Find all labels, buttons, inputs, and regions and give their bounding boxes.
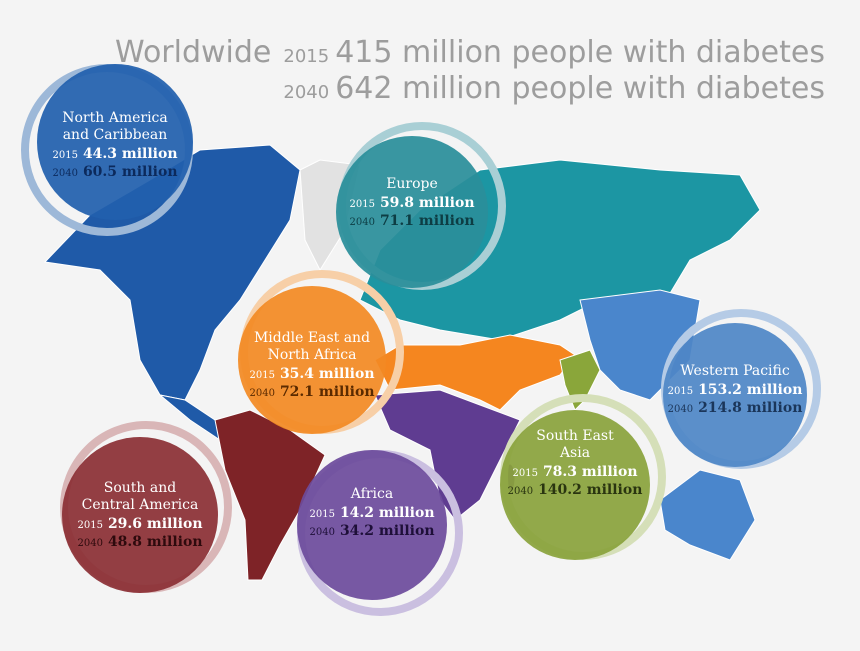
region-row: 2015 44.3 million bbox=[52, 146, 177, 162]
row-year: 2015 bbox=[249, 370, 274, 381]
badge-circle bbox=[297, 450, 447, 600]
header-line: 2040 642 million people with diabetes bbox=[283, 71, 825, 106]
row-year: 2040 bbox=[309, 527, 334, 538]
badge-circle bbox=[62, 437, 218, 593]
row-year: 2040 bbox=[52, 168, 77, 179]
row-value: 60.5 million bbox=[83, 164, 178, 180]
row-year: 2015 bbox=[668, 386, 693, 397]
region-row: 2040 60.5 million bbox=[52, 164, 177, 180]
region-name: Africa bbox=[350, 486, 393, 502]
mena bbox=[374, 334, 576, 411]
badge-circle bbox=[37, 64, 193, 220]
badge-circle bbox=[663, 323, 807, 467]
row-year: 2040 bbox=[668, 404, 693, 415]
africa bbox=[374, 389, 521, 521]
row-value: 14.2 million bbox=[340, 505, 435, 521]
row-value: 72.1 million bbox=[280, 384, 375, 400]
row-year: 2015 bbox=[512, 468, 537, 479]
region-row: 2015 29.6 million bbox=[77, 516, 202, 532]
row-year: 2040 bbox=[349, 217, 374, 228]
header-text: 642 million people with diabetes bbox=[335, 71, 825, 106]
region-badge: Europe 2015 59.8 million 2040 71.1 million bbox=[336, 122, 506, 290]
header-text: 415 million people with diabetes bbox=[335, 35, 825, 70]
region-row: 2040 140.2 million bbox=[508, 482, 643, 498]
region-name: Central America bbox=[82, 497, 199, 513]
region-name: Europe bbox=[386, 176, 438, 192]
row-year: 2015 bbox=[309, 509, 334, 520]
region-row: 2015 59.8 million bbox=[349, 195, 474, 211]
region-row: 2040 71.1 million bbox=[349, 213, 474, 229]
row-value: 71.1 million bbox=[380, 213, 475, 229]
row-value: 48.8 million bbox=[108, 534, 203, 550]
region-name: North Africa bbox=[268, 347, 357, 363]
row-value: 34.2 million bbox=[340, 523, 435, 539]
australia bbox=[659, 469, 756, 561]
region-badge: Africa 2015 14.2 million 2040 34.2 million bbox=[297, 450, 463, 616]
badge-circle bbox=[336, 136, 488, 288]
header-year: 2015 bbox=[283, 46, 329, 67]
row-value: 35.4 million bbox=[280, 366, 375, 382]
region-row: 2040 34.2 million bbox=[309, 523, 434, 539]
row-value: 78.3 million bbox=[543, 464, 638, 480]
region-name: Middle East and bbox=[254, 330, 370, 346]
region-row: 2040 48.8 million bbox=[77, 534, 202, 550]
region-name: South and bbox=[104, 480, 176, 496]
row-year: 2040 bbox=[508, 486, 533, 497]
region-row: 2040 72.1 million bbox=[249, 384, 374, 400]
row-year: 2040 bbox=[77, 538, 102, 549]
row-year: 2015 bbox=[77, 520, 102, 531]
row-year: 2015 bbox=[349, 199, 374, 210]
badge-circle bbox=[238, 286, 386, 434]
region-name: and Caribbean bbox=[63, 127, 168, 143]
header-year: 2040 bbox=[283, 82, 329, 103]
row-year: 2015 bbox=[52, 150, 77, 161]
header-line: Worldwide 2015 415 million people with dia… bbox=[115, 35, 825, 70]
region-name: North America bbox=[62, 110, 168, 126]
row-value: 214.8 million bbox=[698, 400, 802, 416]
region-row: 2015 153.2 million bbox=[668, 382, 803, 398]
row-value: 153.2 million bbox=[698, 382, 802, 398]
row-value: 44.3 million bbox=[83, 146, 178, 162]
row-value: 140.2 million bbox=[538, 482, 642, 498]
region-row: 2015 35.4 million bbox=[249, 366, 374, 382]
world-map bbox=[43, 144, 761, 581]
row-year: 2040 bbox=[249, 388, 274, 399]
row-value: 59.8 million bbox=[380, 195, 475, 211]
row-value: 29.6 million bbox=[108, 516, 203, 532]
region-row: 2015 14.2 million bbox=[309, 505, 434, 521]
region-row: 2015 78.3 million bbox=[512, 464, 637, 480]
badge-circle bbox=[500, 410, 650, 560]
region-name: Asia bbox=[559, 445, 590, 461]
region-row: 2040 214.8 million bbox=[668, 400, 803, 416]
region-name: Western Pacific bbox=[680, 363, 790, 379]
region-name: South East bbox=[536, 428, 614, 444]
region-badge: Western Pacific 2015 153.2 million 2040 214.… bbox=[661, 309, 821, 469]
header-title: Worldwide bbox=[115, 35, 271, 70]
